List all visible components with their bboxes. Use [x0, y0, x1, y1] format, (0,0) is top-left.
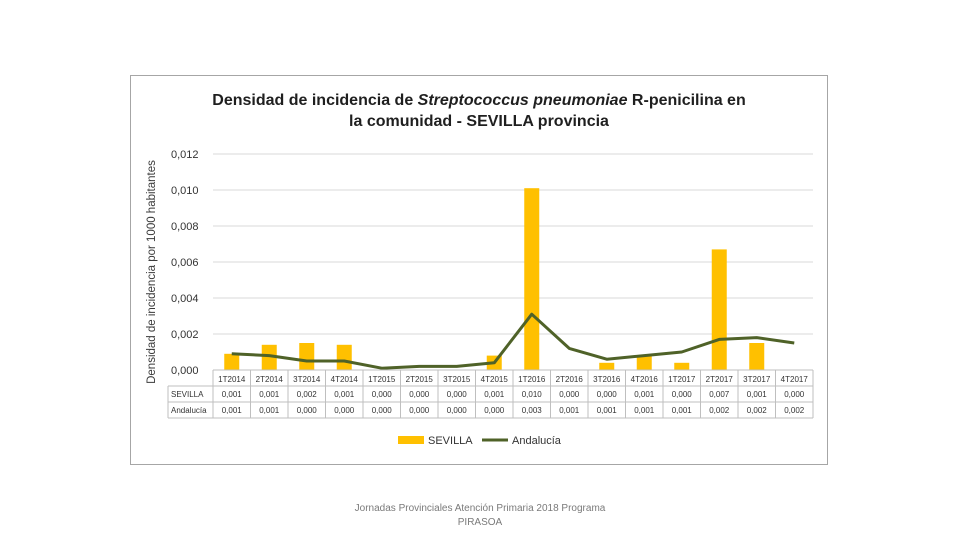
- x-tick-label: 2T2015: [406, 375, 434, 384]
- table-row-label: Andalucía: [171, 406, 207, 415]
- table-cell-value: 0,001: [634, 390, 655, 399]
- table-cell-value: 0,001: [559, 406, 580, 415]
- table-cell-value: 0,001: [747, 390, 768, 399]
- y-tick-label: 0,002: [171, 329, 199, 341]
- y-tick-label: 0,006: [171, 257, 199, 269]
- table-cell-value: 0,000: [372, 390, 393, 399]
- table-cell-value: 0,000: [334, 406, 355, 415]
- bar-sevilla: [599, 362, 615, 370]
- x-tick-label: 4T2017: [781, 375, 809, 384]
- y-tick-label: 0,000: [171, 365, 199, 377]
- chart-title-line-2: la comunidad - SEVILLA provincia: [349, 113, 609, 130]
- table-cell-value: 0,002: [747, 406, 768, 415]
- chart-title-line-1: Densidad de incidencia de Streptococcus …: [212, 92, 746, 109]
- table-cell-value: 0,001: [334, 390, 355, 399]
- table-cell-value: 0,000: [597, 390, 618, 399]
- y-tick-label: 0,010: [171, 185, 199, 197]
- table-cell-value: 0,001: [259, 390, 280, 399]
- table-row-label: SEVILLA: [171, 390, 204, 399]
- y-tick-label: 0,008: [171, 221, 199, 233]
- table-cell-value: 0,002: [709, 406, 730, 415]
- y-tick-label: 0,012: [171, 149, 199, 161]
- x-tick-label: 1T2017: [668, 375, 696, 384]
- bar-sevilla: [711, 249, 727, 370]
- footer-line-1: Jornadas Provinciales Atención Primaria …: [354, 503, 606, 514]
- legend-swatch-sevilla: [398, 436, 424, 444]
- bar-sevilla: [336, 344, 352, 370]
- x-tick-label: 3T2014: [293, 375, 321, 384]
- table-cell-value: 0,003: [522, 406, 543, 415]
- table-cell-value: 0,000: [409, 406, 430, 415]
- table-cell-value: 0,000: [447, 390, 468, 399]
- table-cell-value: 0,000: [672, 390, 693, 399]
- x-tick-label: 1T2016: [518, 375, 546, 384]
- footer-line-2: PIRASOA: [457, 517, 503, 528]
- bar-sevilla: [749, 343, 765, 370]
- x-tick-label: 1T2015: [368, 375, 396, 384]
- x-tick-label: 2T2014: [256, 375, 284, 384]
- table-cell-value: 0,001: [259, 406, 280, 415]
- bar-sevilla: [524, 188, 540, 370]
- legend-label-andalucia: Andalucía: [512, 435, 562, 447]
- x-tick-label: 2T2016: [556, 375, 584, 384]
- table-cell-value: 0,010: [522, 390, 543, 399]
- x-tick-label: 3T2015: [443, 375, 471, 384]
- x-tick-label: 4T2014: [331, 375, 359, 384]
- x-tick-label: 4T2015: [481, 375, 509, 384]
- table-cell-value: 0,000: [447, 406, 468, 415]
- table-cell-value: 0,001: [672, 406, 693, 415]
- table-cell-value: 0,001: [484, 390, 505, 399]
- legend-label-sevilla: SEVILLA: [428, 435, 473, 447]
- x-tick-label: 2T2017: [706, 375, 734, 384]
- bar-sevilla: [299, 343, 315, 370]
- table-cell-value: 0,000: [484, 406, 505, 415]
- table-cell-value: 0,000: [784, 390, 805, 399]
- line-andalucia: [231, 312, 795, 370]
- table-cell-value: 0,000: [409, 390, 430, 399]
- x-tick-label: 1T2014: [218, 375, 246, 384]
- x-tick-label: 3T2017: [743, 375, 771, 384]
- table-cell-value: 0,000: [559, 390, 580, 399]
- table-cell-value: 0,000: [372, 406, 393, 415]
- table-cell-value: 0,000: [297, 406, 318, 415]
- bar-sevilla: [636, 355, 652, 370]
- table-cell-value: 0,002: [297, 390, 318, 399]
- bar-sevilla: [261, 344, 277, 370]
- chart-frame: [130, 75, 828, 465]
- bar-sevilla: [224, 353, 240, 370]
- table-cell-value: 0,007: [709, 390, 730, 399]
- x-tick-label: 3T2016: [593, 375, 621, 384]
- x-tick-label: 4T2016: [631, 375, 659, 384]
- table-cell-value: 0,001: [597, 406, 618, 415]
- bar-sevilla: [674, 362, 690, 370]
- chart-title: Densidad de incidencia de Streptococcus …: [130, 90, 828, 132]
- footer-text: Jornadas Provinciales Atención Primaria …: [330, 502, 630, 530]
- table-cell-value: 0,002: [784, 406, 805, 415]
- table-cell-value: 0,001: [222, 406, 243, 415]
- table-cell-value: 0,001: [634, 406, 655, 415]
- y-tick-label: 0,004: [171, 293, 199, 305]
- table-cell-value: 0,001: [222, 390, 243, 399]
